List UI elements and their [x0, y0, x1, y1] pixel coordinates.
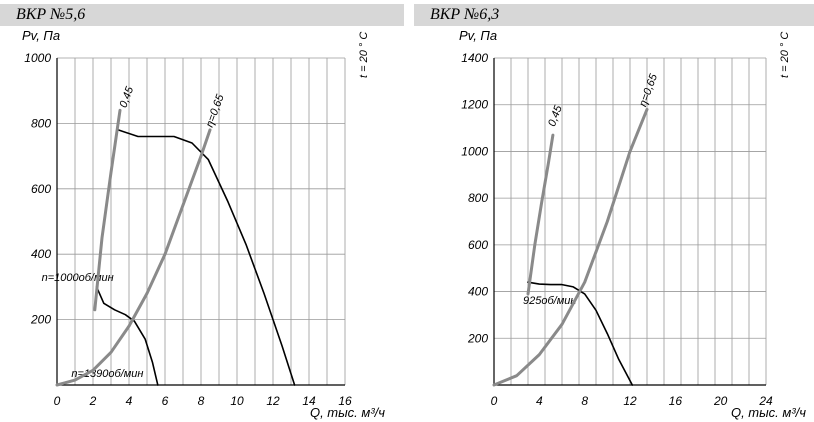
series-label: η=0,65 — [637, 72, 660, 109]
y-tick-label: 600 — [31, 182, 51, 196]
temperature-label: t = 20 ° С — [358, 32, 370, 78]
series-label: 0,45 — [118, 84, 137, 109]
x-tick-label: 6 — [162, 394, 169, 408]
x-tick-label: 16 — [338, 394, 352, 408]
x-tick-label: 0 — [54, 394, 61, 408]
chart-title: ВКР №5,6 — [16, 6, 86, 23]
y-tick-label: 1200 — [461, 98, 488, 112]
efficiency-045-curve — [93, 108, 122, 312]
y-tick-label: 600 — [468, 238, 488, 252]
x-tick-label: 14 — [302, 394, 316, 408]
y-tick-label: 200 — [467, 331, 488, 345]
series-label: n=1390об/мин — [71, 368, 143, 380]
chart-canvas: 200 400 600 800 1000 1200 1400 0 4 8 12 16 20 24 Pv, П… — [459, 28, 806, 420]
chart-title-bar: ВКР №6,3 — [414, 4, 814, 26]
series-label: n=1000об/мин — [42, 272, 114, 284]
chart-canvas: 200 400 600 800 1000 0 2 4 6 8 10 12 14 16 Pv, Па Q, ты… — [22, 28, 385, 420]
x-tick-label: 4 — [536, 394, 543, 408]
y-tick-label: 400 — [468, 285, 488, 299]
y-tick-label: 400 — [31, 247, 51, 261]
y-axis-label: Pv, Па — [459, 28, 497, 43]
y-tick-label: 200 — [30, 313, 51, 327]
x-tick-label: 10 — [230, 394, 244, 408]
y-tick-label: 1400 — [461, 51, 488, 65]
efficiency-065-curve — [492, 107, 649, 387]
curve-1390 — [117, 129, 296, 386]
efficiency-065-curve — [55, 128, 212, 387]
efficiency-045-curve — [526, 133, 555, 296]
x-tick-label: 12 — [266, 394, 280, 408]
x-tick-label: 0 — [491, 394, 498, 408]
chart-title: ВКР №6,3 — [430, 6, 500, 23]
series-label: 925об/мин — [523, 295, 576, 307]
x-tick-label: 8 — [581, 394, 588, 408]
x-tick-label: 16 — [669, 394, 683, 408]
y-tick-label: 1000 — [461, 144, 488, 158]
temperature-label: t = 20 ° С — [779, 32, 791, 78]
x-axis-label: Q, тыс. м³/ч — [310, 405, 385, 420]
y-tick-label: 800 — [468, 191, 488, 205]
x-tick-label: 24 — [758, 394, 773, 408]
y-tick-label: 800 — [31, 116, 51, 130]
chart-title-bar: ВКР №5,6 — [0, 4, 404, 26]
x-tick-label: 20 — [713, 394, 728, 408]
x-axis-label: Q, тыс. м³/ч — [731, 405, 806, 420]
curve-1000 — [95, 286, 159, 386]
x-tick-label: 2 — [89, 394, 97, 408]
chart-panel-vkr-63: ВКР №6,3 200 400 600 800 1000 1200 1400 0 4 8 12 16… — [414, 0, 814, 422]
x-tick-label: 8 — [198, 394, 205, 408]
y-axis-label: Pv, Па — [22, 28, 60, 43]
x-tick-label: 4 — [126, 394, 133, 408]
y-tick-label: 1000 — [24, 51, 51, 65]
chart-panel-vkr-56: ВКР №5,6 200 400 600 800 1000 0 2 4 6 8 10 12 14 16 Pv… — [0, 0, 404, 422]
x-tick-label: 12 — [623, 394, 637, 408]
